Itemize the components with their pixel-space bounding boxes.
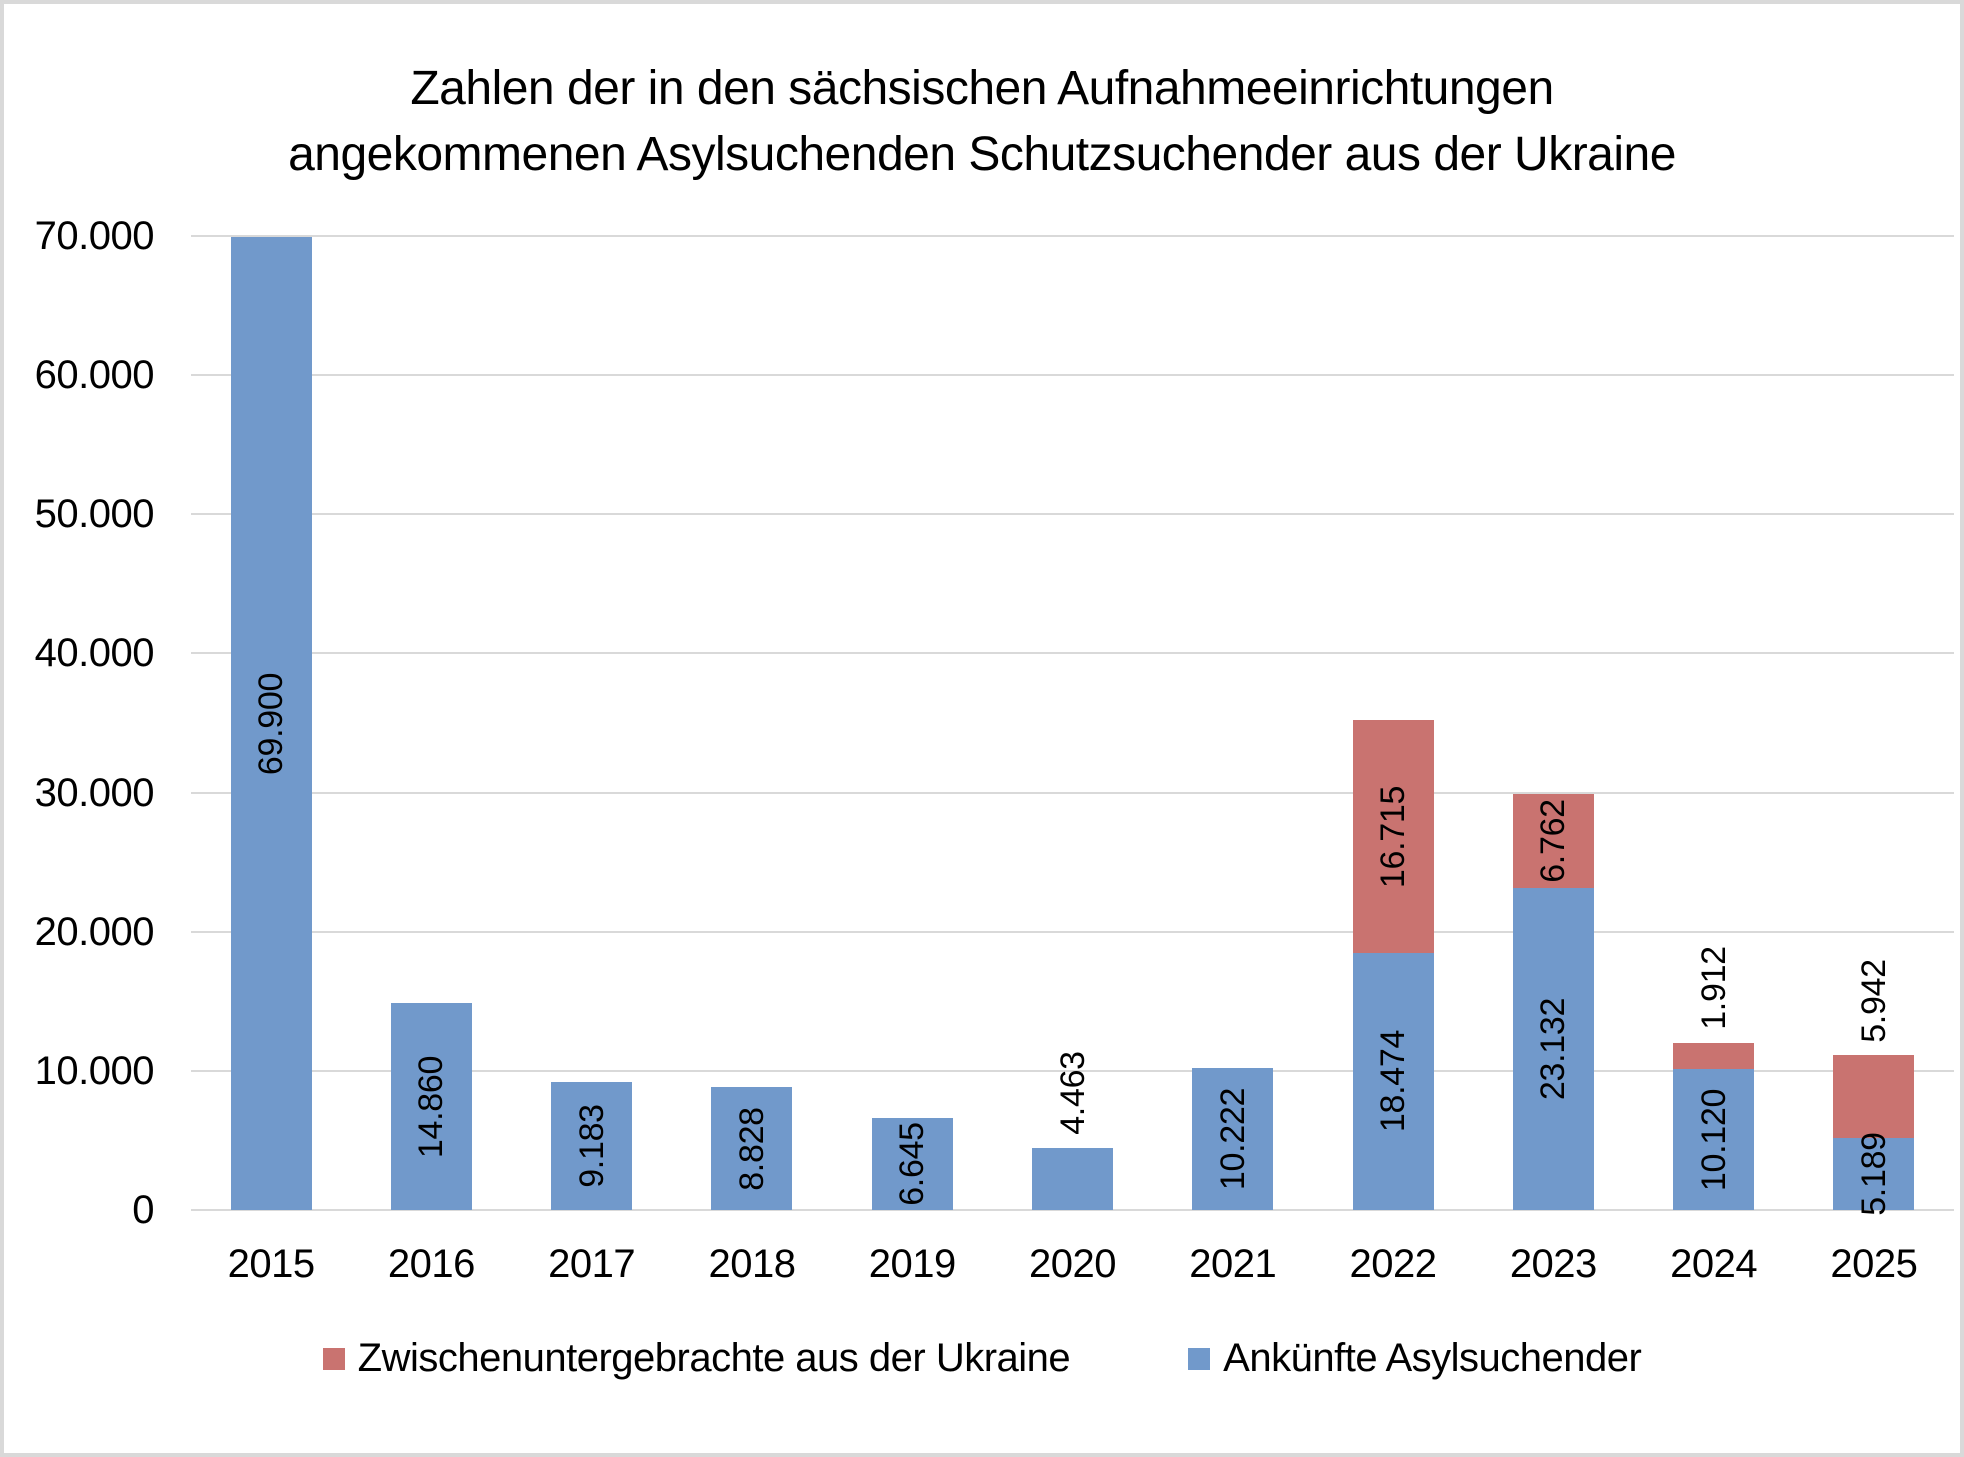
x-axis-label: 2015: [227, 1242, 315, 1286]
data-label: 69.900: [252, 672, 291, 775]
y-axis-label: 40.000: [34, 631, 155, 676]
x-axis-label: 2017: [548, 1242, 636, 1286]
legend-swatch-blue: [1188, 1347, 1211, 1370]
x-axis-label: 2020: [1029, 1242, 1116, 1286]
bar-segment-zwischenuntergebrachte: [1673, 1042, 1755, 1070]
x-axis-line: [191, 1209, 1954, 1211]
y-axis-label: 60.000: [34, 353, 155, 398]
bar-segment-ankuenfte: [711, 1087, 793, 1210]
y-axis-label: 30.000: [34, 770, 155, 815]
title-line-1: Zahlen der in den sächsischen Aufnahmeei…: [410, 62, 1554, 115]
x-axis-label: 2019: [868, 1242, 956, 1286]
legend-item-ankuenfte: Ankünfte Asylsuchender: [1188, 1336, 1642, 1381]
data-label: 18.474: [1374, 1030, 1413, 1133]
gridline: [191, 235, 1954, 237]
bar-segment-zwischenuntergebrachte: [1352, 720, 1434, 953]
gridline: [191, 1069, 1954, 1072]
x-axis-label: 2025: [1830, 1242, 1918, 1286]
bar-segment-zwischenuntergebrachte: [1512, 794, 1594, 889]
gridline: [191, 652, 1954, 655]
chart-title: Zahlen der in den sächsischen Aufnahmeei…: [4, 56, 1960, 188]
legend: Zwischenuntergebrachte aus der Ukraine A…: [4, 1336, 1960, 1381]
data-label: 23.132: [1534, 997, 1573, 1101]
gridline: [191, 513, 1954, 516]
bar-segment-ankuenfte: [551, 1082, 633, 1210]
data-label: 5.189: [1854, 1132, 1893, 1216]
x-axis-label: 2016: [387, 1242, 475, 1286]
data-label: 8.828: [732, 1106, 771, 1191]
data-label: 9.183: [572, 1104, 611, 1188]
bar-segment-ankuenfte: [1192, 1067, 1274, 1210]
bar-segment-ankuenfte: [1032, 1147, 1113, 1210]
title-line-2: angekommenen Asylsuchenden Schutzsuchend…: [288, 128, 1676, 182]
bar-segment-ankuenfte: [871, 1117, 953, 1210]
legend-item-zwischenuntergebrachte: Zwischenuntergebrachte aus der Ukraine: [322, 1336, 1071, 1381]
data-label: 4.463: [1053, 1051, 1092, 1136]
y-axis-label: 20.000: [34, 909, 155, 954]
data-label: 10.120: [1694, 1088, 1733, 1191]
data-label: 6.645: [893, 1121, 932, 1206]
gridline: [191, 791, 1954, 794]
data-label: 14.860: [412, 1055, 451, 1158]
data-label: 10.222: [1213, 1087, 1252, 1190]
x-axis-label: 2023: [1509, 1242, 1597, 1286]
bar-segment-ankuenfte: [390, 1003, 472, 1210]
x-axis-label: 2024: [1670, 1242, 1758, 1286]
bar-segment-ankuenfte: [1833, 1137, 1915, 1210]
gridline: [191, 930, 1954, 933]
data-label: 5.942: [1854, 958, 1893, 1043]
data-label: 6.762: [1534, 799, 1573, 883]
gridline: [191, 374, 1954, 377]
y-axis-label: 50.000: [34, 492, 155, 537]
y-axis-label: 0: [132, 1188, 154, 1232]
legend-label: Ankünfte Asylsuchender: [1223, 1336, 1642, 1380]
x-axis-label: 2022: [1349, 1242, 1437, 1286]
data-label: 1.912: [1694, 946, 1733, 1030]
data-label: 16.715: [1374, 785, 1413, 888]
legend-swatch-red: [322, 1347, 345, 1370]
y-axis-label: 70.000: [34, 214, 155, 258]
legend-label: Zwischenuntergebrachte aus der Ukraine: [357, 1336, 1071, 1380]
bar-segment-ankuenfte: [230, 237, 312, 1210]
bar-segment-ankuenfte: [1352, 952, 1434, 1210]
x-axis-label: 2018: [708, 1242, 796, 1286]
y-axis-label: 10.000: [34, 1048, 155, 1093]
bar-segment-ankuenfte: [1512, 888, 1594, 1210]
x-axis-label: 2021: [1189, 1242, 1277, 1286]
bar-segment-zwischenuntergebrachte: [1833, 1055, 1915, 1138]
bar-segment-ankuenfte: [1673, 1069, 1755, 1210]
